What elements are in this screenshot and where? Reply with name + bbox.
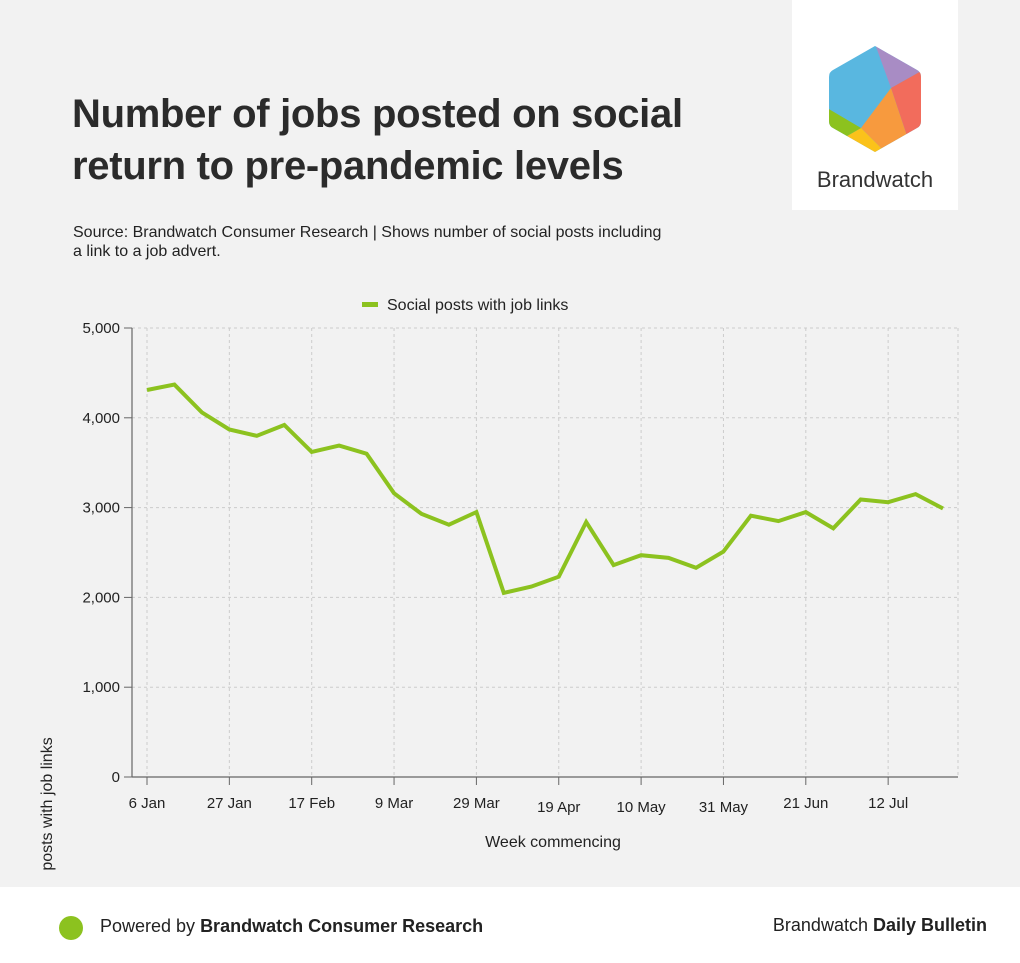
x-tick-label: 29 Mar: [453, 795, 500, 812]
y-tick-label: 1,000: [82, 679, 120, 696]
footer: Powered by Brandwatch Consumer Research …: [0, 887, 1020, 963]
x-tick-label: 17 Feb: [288, 795, 335, 812]
x-tick-label: 21 Jun: [783, 795, 828, 812]
powered-prefix: Powered by: [100, 916, 201, 936]
x-tick-label: 9 Mar: [375, 795, 413, 812]
y-tick-label: 0: [112, 769, 120, 786]
x-tick-label: 10 May: [616, 799, 666, 816]
logo-card: Brandwatch: [792, 0, 958, 210]
x-tick-label: 19 Apr: [537, 799, 580, 816]
y-tick-label: 5,000: [82, 320, 120, 337]
y-tick-label: 2,000: [82, 589, 120, 606]
powered-brand: Brandwatch Consumer Research: [200, 916, 484, 936]
y-tick-label: 4,000: [82, 410, 120, 427]
x-tick-label: 31 May: [699, 799, 749, 816]
brand-dot-icon: [59, 916, 83, 940]
chart-axes: 0 1,000 2,000 3,000 4,000 5,000 6 Jan 27 Jan 17 …: [82, 320, 958, 816]
chart-gridlines: [132, 327, 959, 777]
brandwatch-hexagon-logo-icon: [829, 46, 921, 152]
x-axis-label: Week commencing: [485, 834, 621, 851]
legend-swatch: [362, 302, 378, 307]
y-tick-label: 3,000: [82, 500, 120, 517]
powered-by-text: Powered by Brandwatch Consumer Research: [100, 916, 483, 937]
legend-label: Social posts with job links: [387, 297, 568, 314]
chart-legend: Social posts with job links: [362, 297, 568, 314]
x-tick-label: 6 Jan: [129, 795, 166, 812]
chart-title: Number of jobs posted on social return t…: [72, 92, 683, 188]
chart-subtitle: Source: Brandwatch Consumer Research | S…: [73, 224, 662, 260]
x-tick-label: 12 Jul: [868, 795, 908, 812]
bulletin-bold: Daily Bulletin: [872, 915, 987, 935]
bulletin-prefix: Brandwatch: [772, 915, 873, 935]
series-line: [146, 382, 944, 596]
line-chart: 0 1,000 2,000 3,000 4,000 5,000 6 Jan 27 Jan 17 …: [39, 297, 959, 870]
y-axis-label: Social posts with job links: [39, 737, 56, 870]
daily-bulletin-text: Brandwatch Daily Bulletin: [773, 915, 987, 936]
chart-series: [146, 382, 944, 596]
x-tick-label: 27 Jan: [207, 795, 252, 812]
logo-wordmark: Brandwatch: [816, 167, 934, 192]
